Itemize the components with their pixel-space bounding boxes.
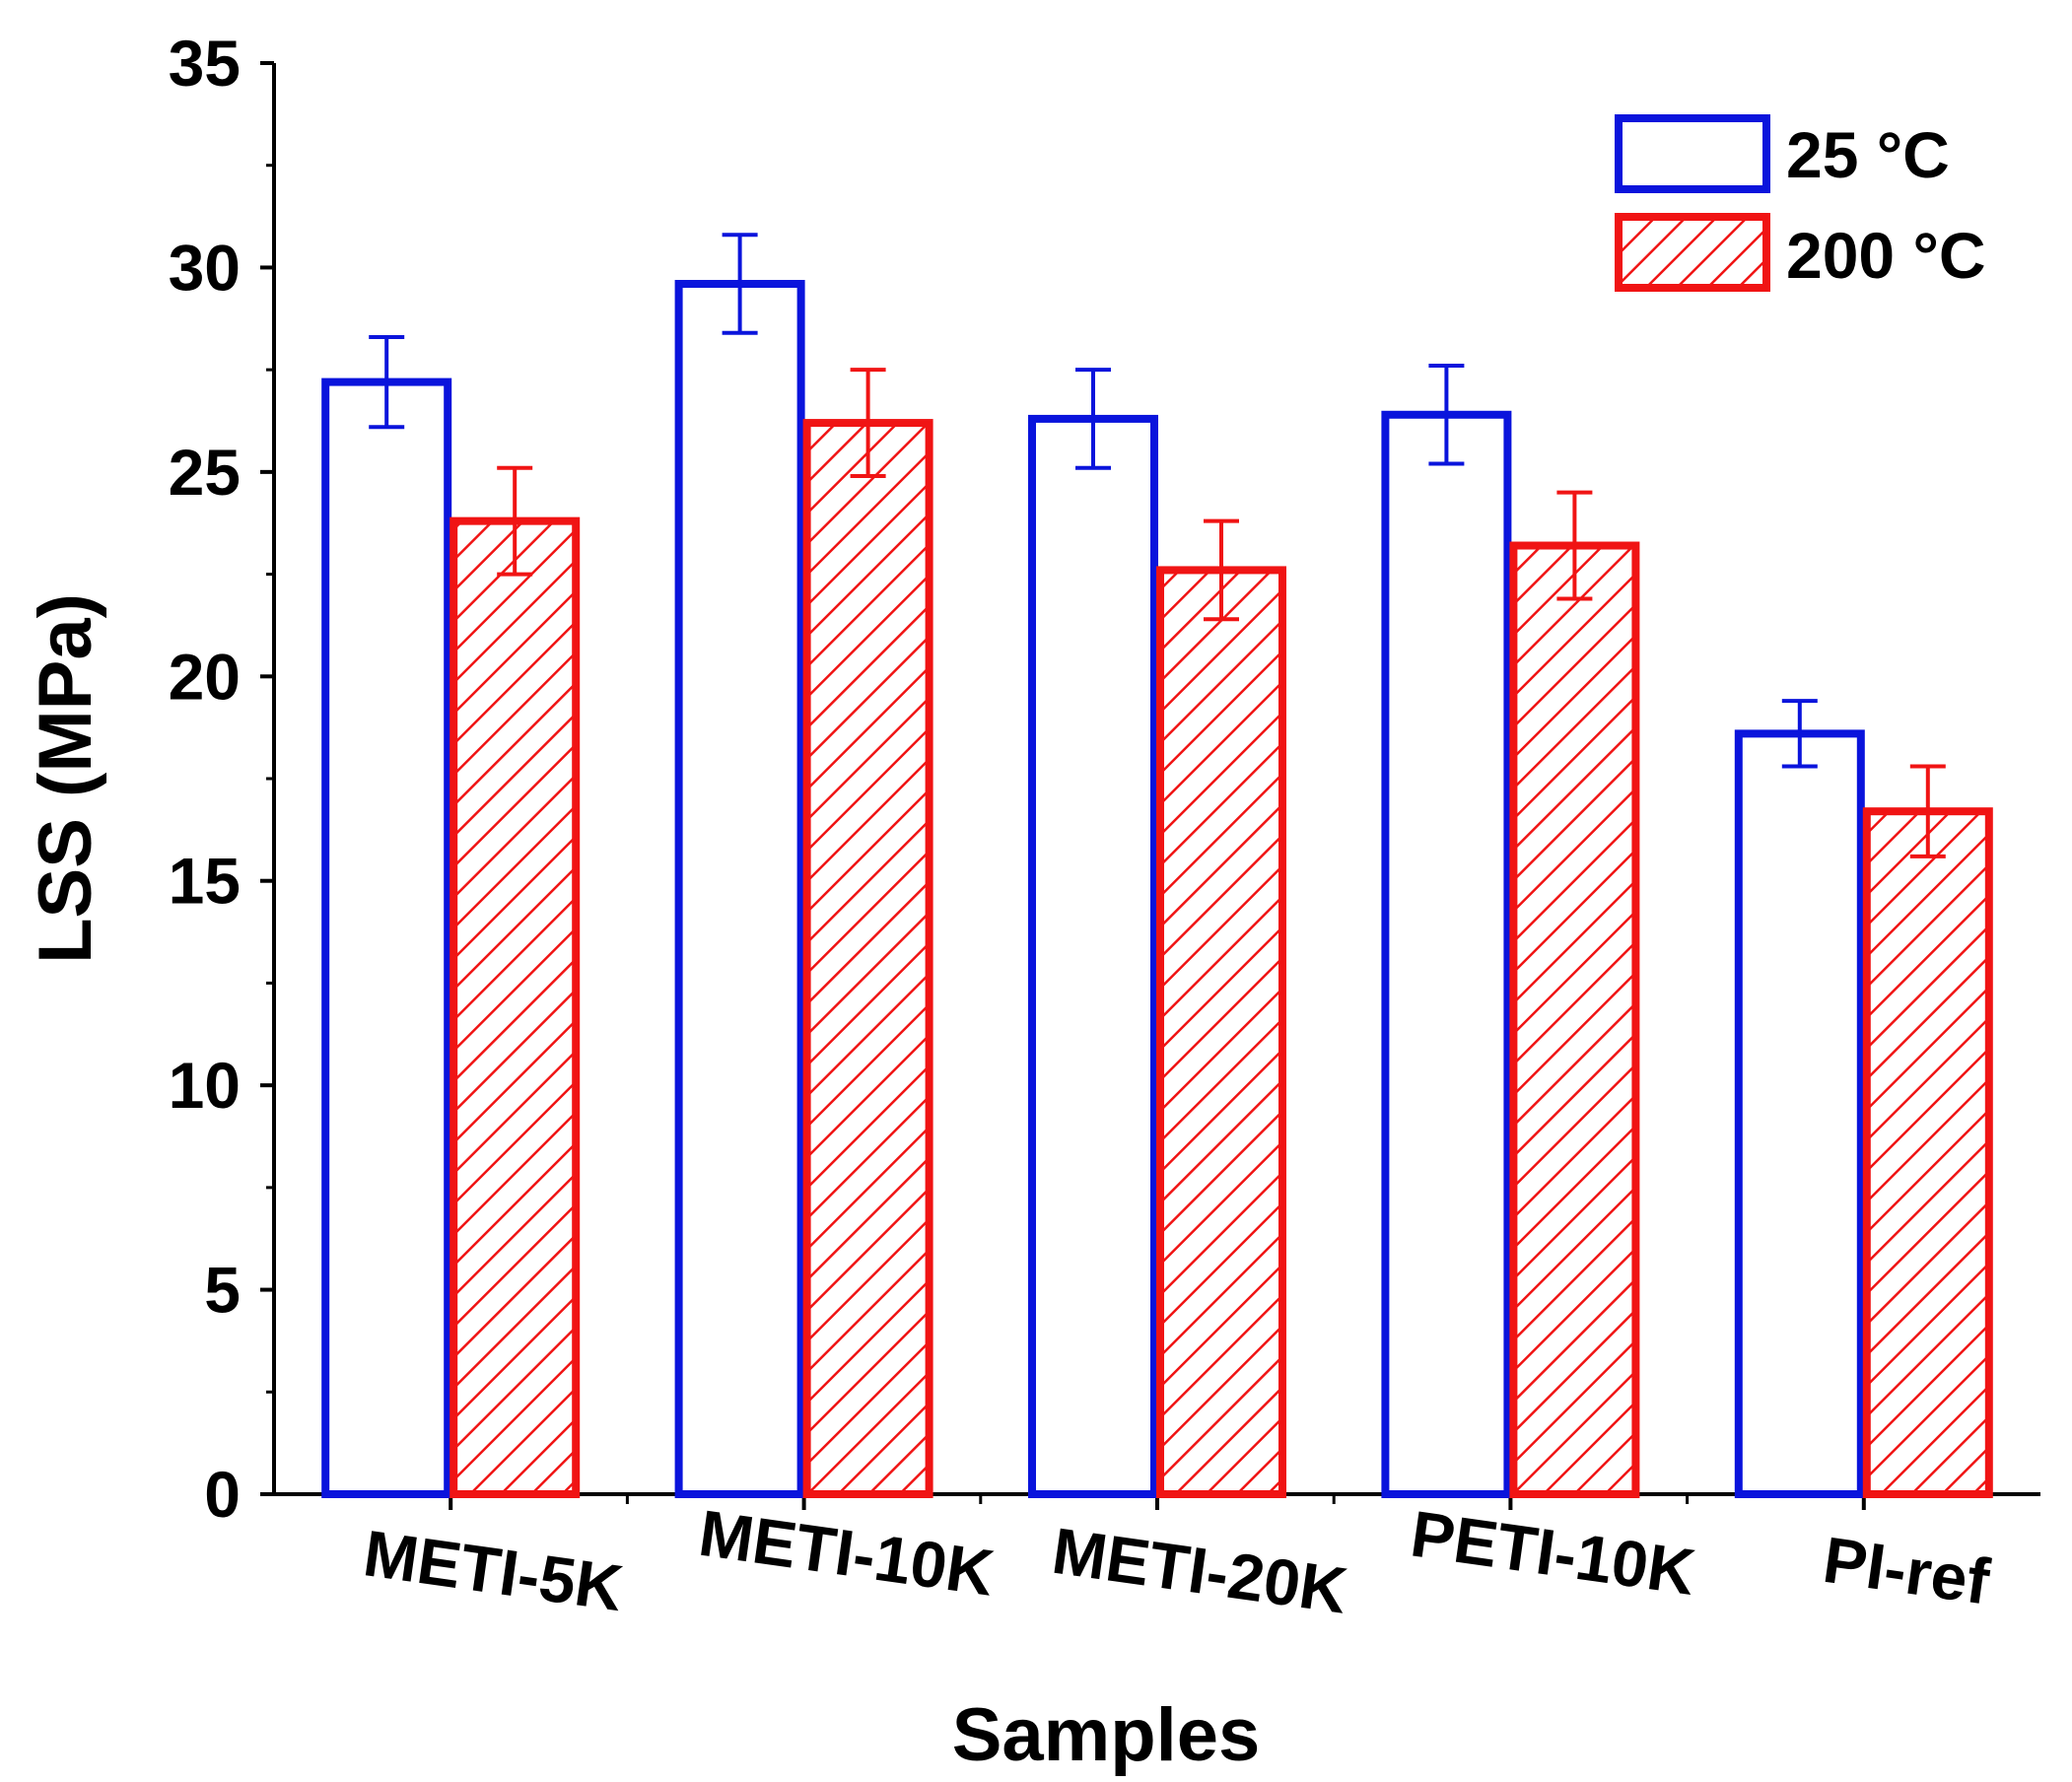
x-tick-label: METI-20K bbox=[1048, 1514, 1351, 1627]
error-bar-meti-10k-25c bbox=[722, 233, 758, 335]
y-tick-label: 35 bbox=[169, 27, 241, 100]
y-tick-label: 20 bbox=[169, 640, 241, 713]
error-bar-meti-5k-25c bbox=[369, 334, 405, 430]
x-tick-label: METI-10K bbox=[695, 1496, 999, 1610]
y-tick-label: 0 bbox=[204, 1458, 241, 1531]
legend-label-25c: 25 °C bbox=[1786, 118, 1950, 191]
error-bar-peti-10k-200c bbox=[1556, 490, 1593, 601]
bar-meti-20k-200c bbox=[1156, 566, 1286, 1498]
bar-peti-10k-25c bbox=[1381, 410, 1512, 1499]
y-axis-ticks: 0 5 10 15 20 25 30 35 bbox=[169, 27, 274, 1531]
error-bar-meti-5k-200c bbox=[497, 465, 533, 577]
y-tick-label: 30 bbox=[169, 231, 241, 304]
y-tick-label: 5 bbox=[204, 1254, 241, 1327]
x-axis-title: Samples bbox=[952, 1693, 1261, 1777]
bars bbox=[321, 280, 1993, 1499]
error-bar-pi-ref-200c bbox=[1909, 764, 1946, 858]
y-tick-label: 25 bbox=[169, 436, 241, 509]
legend-swatch-200c bbox=[1615, 213, 1770, 292]
legend: 25 °C 200 °C bbox=[1615, 114, 1986, 292]
bar-meti-5k-200c bbox=[449, 516, 581, 1498]
y-tick-label: 10 bbox=[169, 1049, 241, 1122]
bar-peti-10k-200c bbox=[1509, 541, 1640, 1498]
bar-pi-ref-200c bbox=[1862, 807, 1993, 1498]
error-bars bbox=[369, 233, 1946, 858]
error-bar-pi-ref-25c bbox=[1781, 699, 1818, 769]
bar-meti-20k-25c bbox=[1028, 414, 1158, 1499]
x-tick-label: METI-5K bbox=[360, 1516, 628, 1624]
bar-pi-ref-25c bbox=[1734, 729, 1865, 1498]
bar-meti-10k-200c bbox=[802, 419, 933, 1498]
error-bar-peti-10k-25c bbox=[1428, 363, 1465, 466]
legend-swatch-25c bbox=[1615, 114, 1770, 193]
legend-label-200c: 200 °C bbox=[1786, 219, 1986, 292]
bar-meti-5k-25c bbox=[321, 377, 452, 1498]
y-tick-label: 15 bbox=[169, 845, 241, 918]
error-bar-meti-10k-200c bbox=[850, 368, 886, 479]
error-bar-meti-20k-200c bbox=[1204, 518, 1239, 622]
bar-meti-10k-25c bbox=[674, 280, 805, 1499]
x-tick-label: PI-ref bbox=[1819, 1523, 1994, 1618]
x-tick-label: PETI-10K bbox=[1407, 1496, 1700, 1609]
y-axis-title: LSS (MPa) bbox=[24, 593, 107, 964]
error-bar-meti-20k-25c bbox=[1075, 368, 1111, 470]
x-axis-ticks: METI-5K METI-10K METI-20K PETI-10K PI-ref bbox=[360, 1494, 1995, 1627]
